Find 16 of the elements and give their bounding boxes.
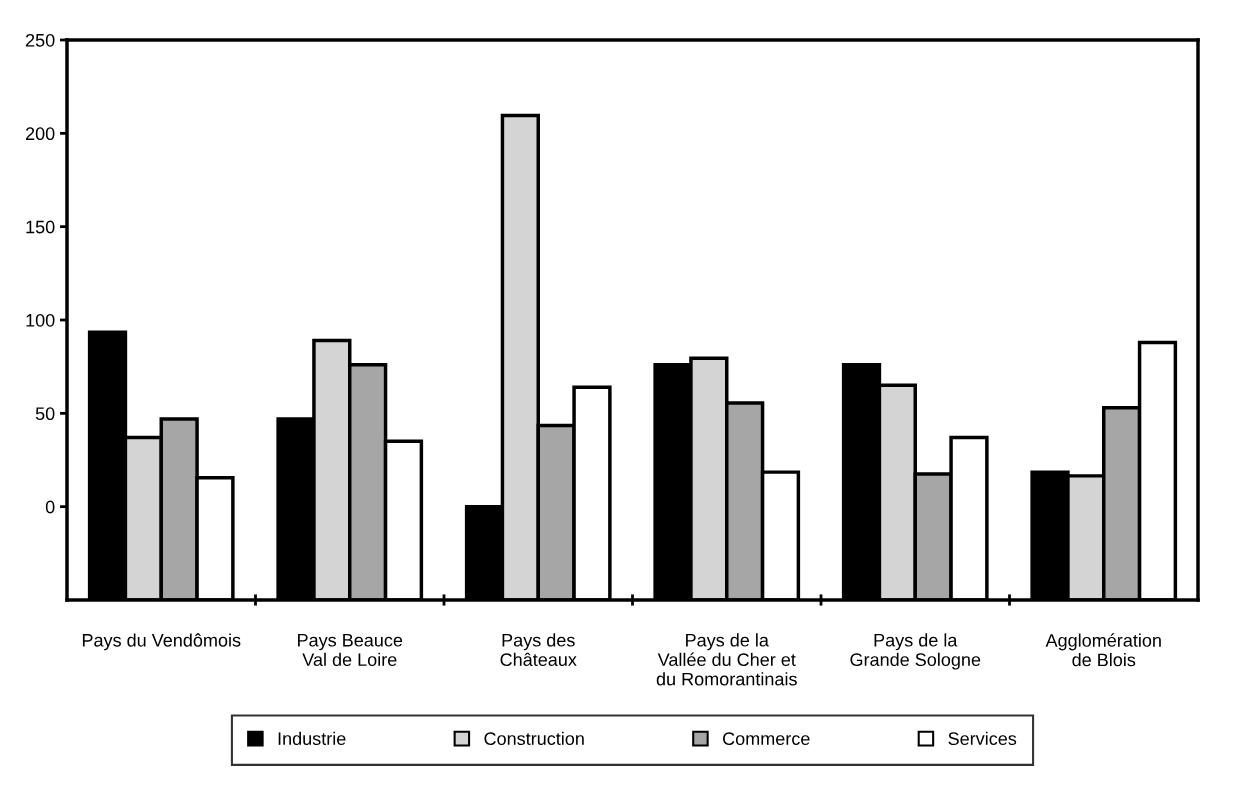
legend-label: Commerce (723, 732, 810, 746)
x-tick-label: Pays du Vendômois (82, 633, 241, 651)
legend-label: Construction (484, 731, 584, 746)
y-tick-label: 150 (26, 220, 55, 234)
y-tick-label: 0 (45, 500, 55, 514)
y-tick-label: 250 (25, 33, 55, 47)
y-tick-label: 100 (26, 313, 55, 327)
x-tick-label: Agglomération de Blois (1045, 633, 1161, 667)
legend-label: Industrie (278, 731, 346, 746)
y-tick-label: 50 (35, 407, 55, 421)
legend-label: Services (948, 731, 1017, 746)
x-tick-label: Pays Beauce Val de Loire (298, 634, 403, 667)
x-tick-label: Pays de la Grande Sologne (850, 633, 981, 670)
y-tick-label: 200 (25, 127, 55, 141)
x-tick-label: Pays de la Vallée du Cher et du Romorantinais (656, 633, 797, 686)
x-tick-label: Pays des Châteaux (500, 633, 577, 667)
